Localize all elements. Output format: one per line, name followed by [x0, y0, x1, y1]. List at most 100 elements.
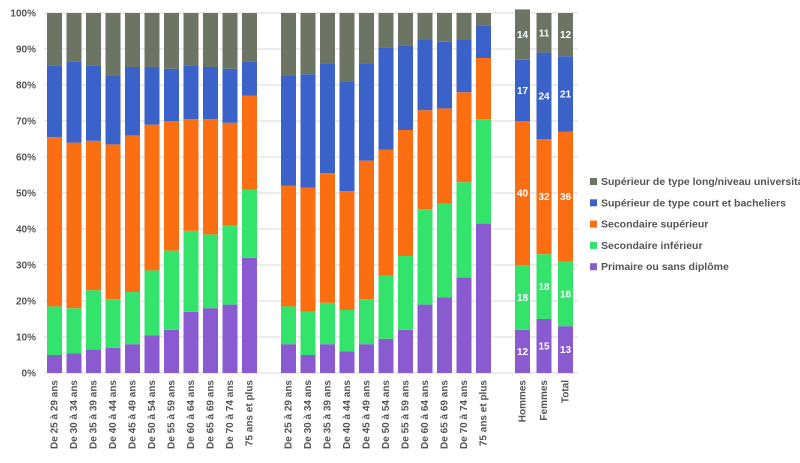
- bar-segment: [86, 290, 101, 350]
- y-tick-label: 10%: [16, 333, 36, 344]
- legend-swatch: [590, 199, 597, 207]
- bar-segment: [359, 160, 374, 300]
- segment-value-label: 24: [538, 91, 550, 102]
- bar-segment: [339, 81, 355, 192]
- y-tick-label: 20%: [16, 297, 36, 308]
- bar-segment: [398, 329, 413, 373]
- bar-segment: [203, 119, 218, 235]
- bar-segment: [281, 344, 296, 373]
- bar-segment: [320, 13, 335, 64]
- bar-segment: [203, 67, 218, 120]
- legend-swatch: [590, 220, 597, 228]
- x-category-label: De 60 à 64 ans: [186, 380, 197, 449]
- bar-segment: [398, 256, 413, 330]
- bar-segment: [86, 13, 101, 66]
- bar-segment: [86, 140, 101, 291]
- bar-segment: [417, 40, 433, 111]
- bar-segment: [242, 189, 257, 258]
- bar-segment: [558, 13, 573, 57]
- bar-segment: [558, 56, 573, 132]
- bar-segment: [378, 47, 394, 150]
- segment-value-label: 40: [517, 189, 529, 200]
- bar-segment: [125, 67, 140, 136]
- x-category-label: De 65 à 69 ans: [440, 380, 451, 449]
- bar-segment: [339, 310, 355, 352]
- bar-segment: [456, 92, 472, 183]
- bar-segment: [144, 335, 160, 373]
- bar-segment: [47, 355, 62, 373]
- y-tick-label: 60%: [16, 153, 36, 164]
- bar-segment: [417, 13, 433, 40]
- x-category-label: De 50 à 54 ans: [147, 380, 158, 449]
- bar-segment: [320, 344, 335, 373]
- bar-segment: [183, 230, 199, 312]
- x-category-label: 75 ans et plus: [479, 380, 490, 447]
- segment-value-label: 21: [560, 90, 572, 101]
- bar-segment: [125, 13, 140, 67]
- segment-value-label: 12: [560, 30, 572, 41]
- bar-segment: [300, 355, 316, 373]
- y-tick-label: 80%: [16, 81, 36, 92]
- bar-segment: [300, 311, 316, 355]
- bar-segment: [515, 9, 530, 60]
- x-category-label: De 35 à 39 ans: [323, 380, 334, 449]
- bar-segment: [222, 225, 238, 305]
- x-category-label: De 35 à 39 ans: [89, 380, 100, 449]
- bar-segment: [476, 223, 491, 373]
- segment-value-label: 32: [538, 192, 550, 203]
- bar-segment: [105, 76, 121, 145]
- bar-segment: [242, 13, 257, 62]
- bar-segment: [66, 353, 82, 373]
- bar-segment: [378, 275, 394, 339]
- legend-label: Supérieur de type court et bacheliers: [601, 197, 786, 209]
- y-tick-label: 0%: [22, 369, 37, 380]
- bar-segment: [476, 119, 491, 224]
- y-tick-label: 70%: [16, 117, 36, 128]
- segment-value-label: 17: [517, 86, 529, 97]
- legend-label: Secondaire supérieur: [601, 219, 708, 231]
- bar-segment: [558, 326, 573, 373]
- bar-segment: [456, 13, 472, 40]
- bar-segment: [300, 187, 316, 312]
- segment-value-label: 18: [560, 289, 572, 300]
- y-axis-ticks: 0% 10% 20% 30% 40% 50% 60% 70% 80% 90% 100%: [10, 9, 36, 380]
- bar-segment: [66, 142, 82, 309]
- x-category-label: Femmes: [539, 380, 550, 421]
- bar-segment: [398, 45, 413, 130]
- x-category-label: De 70 à 74 ans: [459, 380, 470, 449]
- x-category-label: De 65 à 69 ans: [206, 380, 217, 449]
- bar-segment: [203, 234, 218, 309]
- x-category-label: De 25 à 29 ans: [284, 380, 295, 449]
- bar-segment: [359, 299, 374, 345]
- bar-segment: [437, 297, 452, 373]
- bar-segment: [281, 13, 296, 76]
- bars: [47, 9, 573, 373]
- segment-value-label: 15: [538, 342, 550, 353]
- bar-segment: [222, 68, 238, 123]
- bar-segment: [125, 292, 140, 345]
- bar-segment: [476, 13, 491, 26]
- legend-swatch: [590, 178, 597, 185]
- bar-segment: [164, 250, 179, 330]
- bar-segment: [378, 338, 394, 373]
- x-category-label: De 25 à 29 ans: [50, 380, 61, 449]
- bar-segment: [164, 121, 179, 251]
- bar-segment: [183, 13, 199, 66]
- bar-segment: [203, 308, 218, 373]
- bar-segment: [320, 173, 335, 303]
- bar-segment: [105, 299, 121, 348]
- bar-segment: [300, 13, 316, 75]
- bar-segment: [515, 59, 530, 121]
- bar-segment: [47, 137, 62, 307]
- legend-swatch: [590, 241, 597, 249]
- bar-segment: [536, 139, 552, 255]
- bar-segment: [222, 122, 238, 226]
- legend-label: Primaire ou sans diplôme: [601, 261, 729, 273]
- bar-segment: [476, 25, 491, 59]
- bar-segment: [242, 61, 257, 96]
- x-category-label: De 40 à 44 ans: [108, 380, 119, 449]
- segment-value-label: 12: [517, 347, 529, 358]
- bar-segment: [320, 302, 335, 345]
- x-axis-categories: De 25 à 29 ans De 30 à 34 ans De 35 à 39 a…: [50, 380, 572, 449]
- segment-value-label: 13: [560, 345, 572, 356]
